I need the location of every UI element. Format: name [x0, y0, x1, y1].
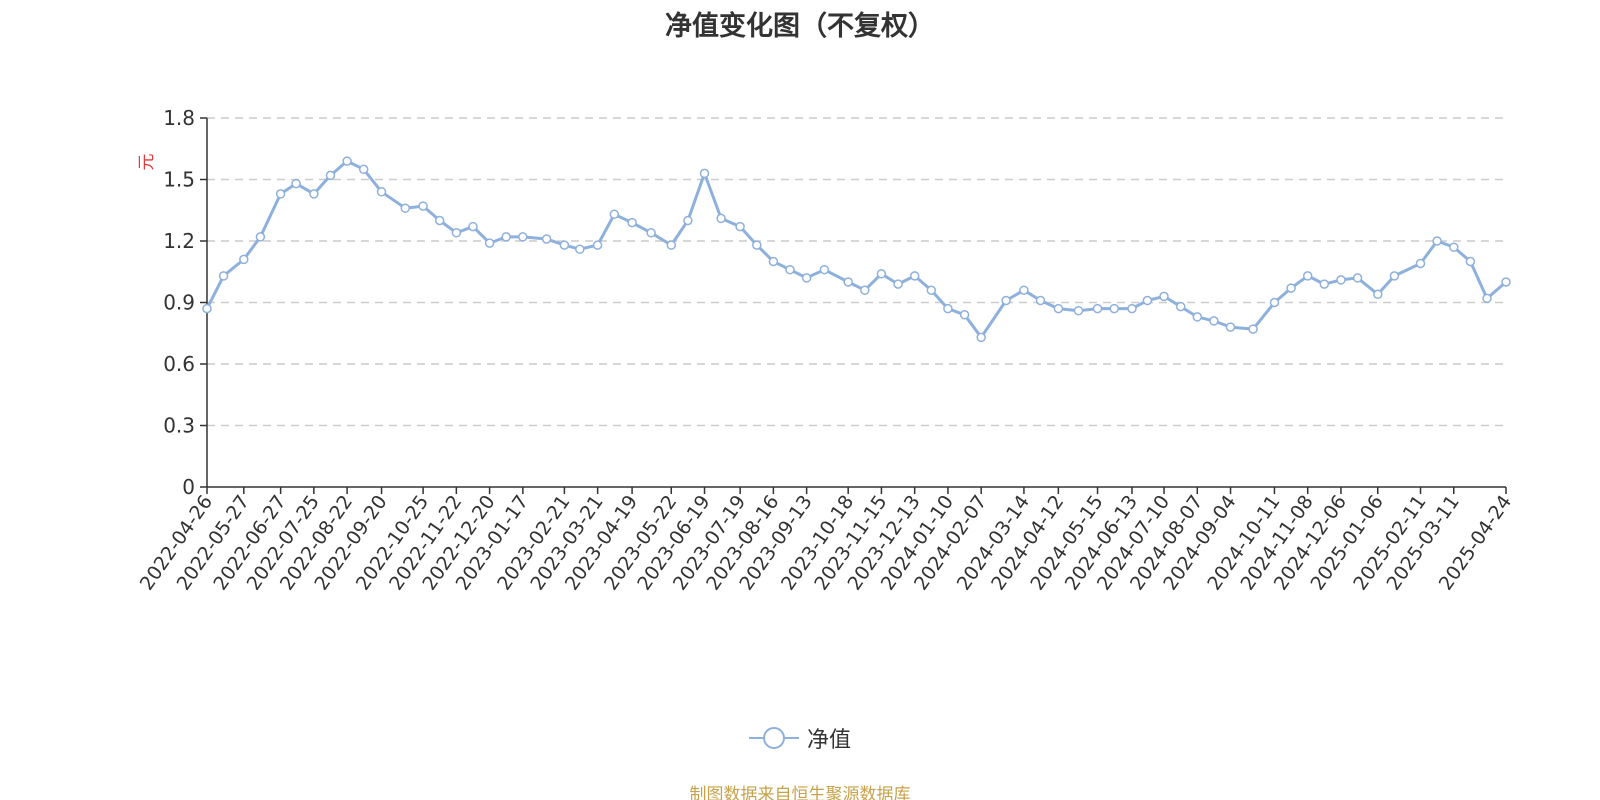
y-tick-label: 1.5 — [163, 168, 195, 192]
data-point — [1482, 293, 1492, 304]
data-point — [752, 240, 762, 250]
data-point — [666, 240, 677, 250]
data-point — [959, 310, 970, 320]
data-point — [1127, 303, 1137, 314]
data-point — [1465, 256, 1476, 267]
y-tick-label: 1.2 — [163, 229, 195, 253]
data-point — [785, 264, 795, 275]
y-axis-unit-label: 元 — [137, 154, 157, 171]
data-point — [541, 234, 552, 244]
y-tick-label: 0.9 — [163, 291, 195, 315]
data-point — [768, 256, 779, 267]
data-point — [893, 279, 903, 289]
data-point — [400, 203, 411, 213]
data-point — [376, 187, 387, 197]
data-point — [418, 201, 428, 211]
data-point — [1001, 295, 1011, 306]
data-point — [1373, 289, 1383, 300]
data-point — [609, 209, 620, 220]
data-point — [518, 232, 528, 242]
data-point — [1248, 324, 1258, 334]
series-layer — [202, 156, 1511, 343]
data-point — [716, 213, 726, 224]
legend[interactable]: 净值 — [0, 722, 1600, 754]
data-point — [1449, 242, 1459, 252]
data-point — [976, 332, 986, 343]
data-point — [1432, 236, 1442, 246]
data-point — [468, 221, 478, 232]
data-point — [943, 303, 953, 314]
data-point — [1019, 285, 1029, 295]
data-point — [592, 240, 603, 250]
y-tick-label: 0 — [182, 475, 195, 499]
source-note: 制图数据来自恒生聚源数据库 — [689, 785, 911, 800]
data-point — [1501, 277, 1511, 287]
data-point — [876, 269, 887, 279]
data-point — [1035, 295, 1046, 306]
y-tick-label: 1.8 — [163, 106, 195, 130]
data-point — [699, 168, 710, 179]
legend-line-circle-icon — [748, 727, 799, 749]
data-point — [1209, 316, 1219, 326]
data-point — [484, 238, 495, 248]
data-point — [255, 232, 266, 242]
data-point — [819, 264, 830, 275]
data-point — [1269, 297, 1280, 308]
data-point — [218, 271, 229, 281]
data-point — [451, 228, 462, 238]
grid-layer — [207, 117, 1506, 427]
data-point — [1319, 279, 1330, 289]
data-point — [1389, 271, 1400, 281]
data-point — [1302, 271, 1313, 281]
data-point — [291, 178, 301, 189]
data-point — [239, 254, 249, 265]
legend-label: 净值 — [806, 728, 851, 753]
data-point — [909, 271, 920, 281]
chart-title: 净值变化图（不复权） — [665, 11, 935, 42]
data-point — [1352, 273, 1363, 283]
data-point — [1073, 305, 1084, 316]
data-point — [926, 285, 937, 295]
data-point — [1092, 303, 1103, 314]
data-point — [1415, 258, 1426, 269]
data-point — [1192, 312, 1203, 322]
data-point — [860, 285, 870, 295]
data-point — [342, 156, 352, 166]
data-point — [843, 277, 853, 287]
data-point — [1053, 303, 1064, 314]
data-point — [434, 215, 445, 226]
data-point — [309, 189, 319, 199]
data-point — [1225, 322, 1236, 332]
data-point — [1286, 283, 1296, 293]
data-point — [559, 240, 570, 250]
data-point — [1142, 295, 1153, 306]
data-point — [627, 217, 637, 228]
y-tick-label: 0.6 — [163, 352, 195, 376]
series-line — [205, 159, 1508, 339]
data-point — [358, 164, 369, 175]
data-point — [202, 303, 212, 314]
data-point — [325, 170, 336, 181]
y-tick-label: 0.3 — [163, 414, 195, 438]
data-point — [1159, 291, 1169, 302]
data-point — [1109, 303, 1119, 314]
data-point — [683, 215, 693, 226]
data-point — [275, 189, 286, 199]
data-point — [646, 228, 656, 238]
data-point — [735, 221, 745, 232]
data-point — [1336, 275, 1346, 285]
data-point — [1175, 301, 1186, 312]
data-point — [575, 244, 585, 254]
data-point — [801, 273, 812, 283]
data-point — [501, 232, 511, 242]
